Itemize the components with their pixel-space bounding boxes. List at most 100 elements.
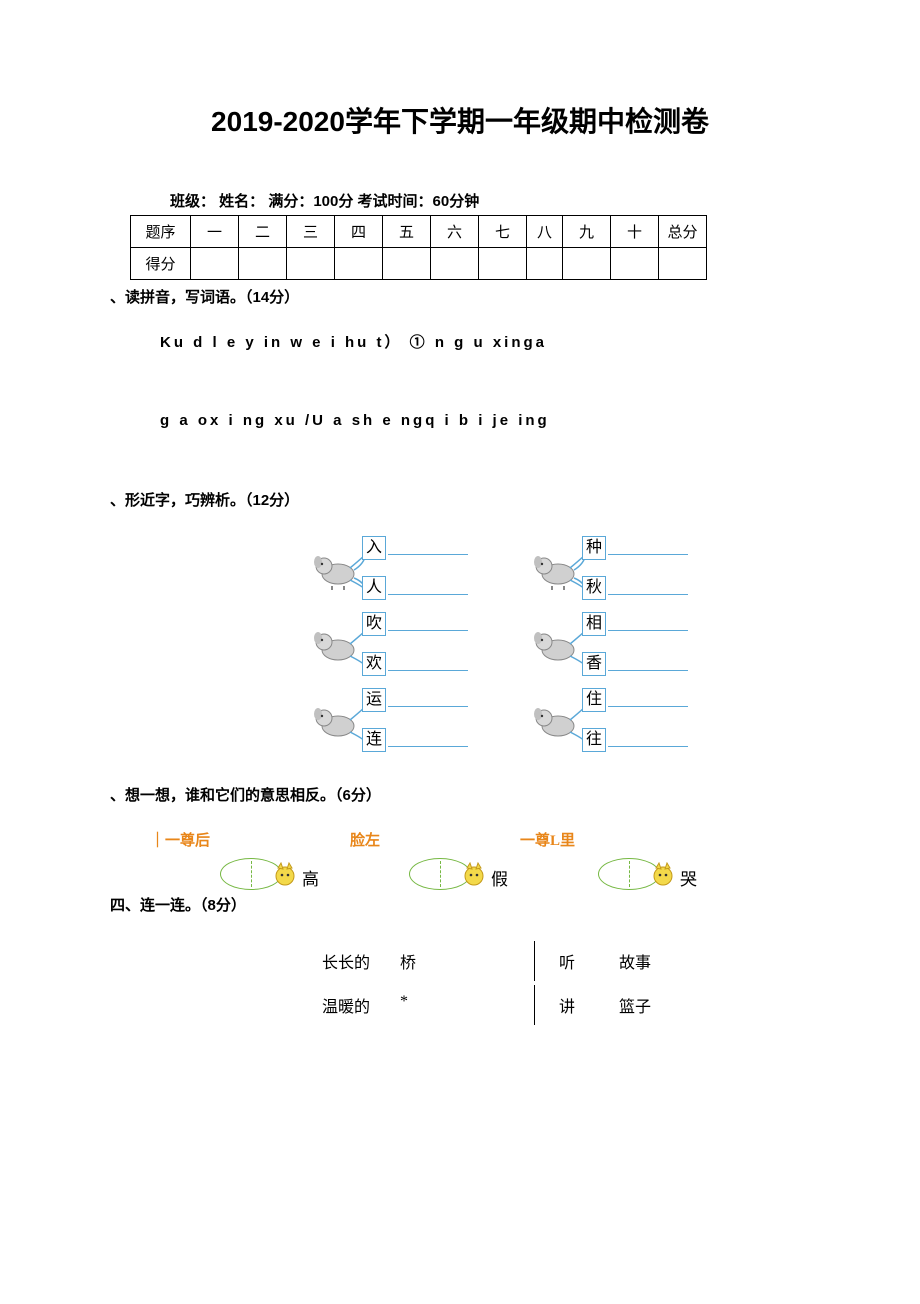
char-box: 欢	[362, 652, 386, 676]
q3-text: 一尊L里	[520, 829, 575, 850]
table-cell	[479, 248, 527, 280]
char-box: 秋	[582, 576, 606, 600]
table-cell: 十	[611, 216, 659, 248]
table-cell	[659, 248, 707, 280]
exam-title: 2019-2020学年下学期一年级期中检测卷	[110, 100, 810, 140]
table-cell: 一	[191, 216, 239, 248]
q4-word: 桥	[400, 949, 460, 973]
write-line	[388, 733, 468, 747]
q2-item: 运 连	[310, 686, 480, 754]
table-cell: 九	[563, 216, 611, 248]
q2-row: 入 人 种 秋	[310, 534, 810, 602]
table-cell: 六	[431, 216, 479, 248]
q3-blank: 高	[220, 858, 319, 890]
write-line	[388, 581, 468, 595]
table-cell: 三	[287, 216, 335, 248]
dog-icon	[310, 696, 368, 744]
q4-word: 故事	[619, 949, 699, 973]
q3-blank: 假	[409, 858, 508, 890]
q3-text: ｜一尊后	[150, 829, 210, 850]
q4-word: 长长的	[310, 949, 400, 973]
q3-blank: 哭	[598, 858, 697, 890]
table-cell: 七	[479, 216, 527, 248]
write-line	[608, 617, 688, 631]
dog-icon	[310, 544, 368, 592]
write-line	[388, 657, 468, 671]
q4-word: 篮子	[619, 993, 699, 1017]
char-box: 住	[582, 688, 606, 712]
pinyin-line-1: Ku d l e y in w e i hu t） ① n g u xinga	[160, 331, 810, 352]
write-line	[388, 541, 468, 555]
table-cell: 得分	[131, 248, 191, 280]
q4-row: 温暖的 * 讲 篮子	[310, 983, 810, 1027]
q3-char: 哭	[680, 865, 697, 890]
q4-grid: 长长的 桥 听 故事 温暖的 * 讲 篮子	[310, 939, 810, 1027]
write-line	[608, 693, 688, 707]
exam-info: 班级： 姓名： 满分：100分 考试时间：60分钟	[170, 190, 810, 211]
write-line	[608, 541, 688, 555]
table-cell	[611, 248, 659, 280]
cat-icon	[650, 862, 676, 886]
write-line	[608, 733, 688, 747]
q2-item: 入 人	[310, 534, 480, 602]
q3-char: 高	[302, 865, 319, 890]
dog-icon	[530, 620, 588, 668]
score-table: 题序 一 二 三 四 五 六 七 八 九 十 总分 得分	[130, 215, 707, 280]
q4-word: 温暖的	[310, 993, 400, 1017]
q2-row: 运 连 住 往	[310, 686, 810, 754]
table-cell: 二	[239, 216, 287, 248]
q2-item: 种 秋	[530, 534, 700, 602]
write-line	[388, 617, 468, 631]
table-score-row: 得分	[131, 248, 707, 280]
q3-text: 脸左	[350, 829, 380, 850]
table-cell	[527, 248, 563, 280]
char-box: 运	[362, 688, 386, 712]
q4-word: 听	[559, 949, 619, 973]
char-box: 人	[362, 576, 386, 600]
write-line	[608, 581, 688, 595]
q3-char: 假	[491, 865, 508, 890]
table-cell	[431, 248, 479, 280]
q2-row: 吹 欢 相 香	[310, 610, 810, 678]
table-cell: 四	[335, 216, 383, 248]
q4-word: *	[400, 993, 460, 1017]
table-cell: 题序	[131, 216, 191, 248]
cat-icon	[461, 862, 487, 886]
write-line	[608, 657, 688, 671]
table-cell: 总分	[659, 216, 707, 248]
char-box: 相	[582, 612, 606, 636]
q3-row1: ｜一尊后 脸左 一尊L里	[150, 829, 810, 850]
table-header-row: 题序 一 二 三 四 五 六 七 八 九 十 总分	[131, 216, 707, 248]
table-cell	[239, 248, 287, 280]
q2-item: 住 往	[530, 686, 700, 754]
char-box: 入	[362, 536, 386, 560]
q4-word: 讲	[559, 993, 619, 1017]
write-line	[388, 693, 468, 707]
cat-icon	[272, 862, 298, 886]
table-cell	[383, 248, 431, 280]
char-box: 连	[362, 728, 386, 752]
pinyin-line-2: g a ox i ng xu /U a sh e ngq i b i je in…	[160, 412, 810, 429]
section-q1: 、读拼音，写词语。（14分）	[110, 286, 810, 307]
q2-item: 相 香	[530, 610, 700, 678]
table-cell	[191, 248, 239, 280]
separator-line	[534, 985, 535, 1025]
q2-item: 吹 欢	[310, 610, 480, 678]
table-cell: 五	[383, 216, 431, 248]
q4-row: 长长的 桥 听 故事	[310, 939, 810, 983]
char-box: 往	[582, 728, 606, 752]
separator-line	[534, 941, 535, 981]
q3-row2: 高 假 哭	[220, 858, 810, 890]
section-q4: 四、连一连。（8分）	[110, 894, 810, 915]
dog-icon	[310, 620, 368, 668]
table-cell	[287, 248, 335, 280]
char-box: 香	[582, 652, 606, 676]
section-q2: 、形近字，巧辨析。（12分）	[110, 489, 810, 510]
char-box: 种	[582, 536, 606, 560]
dog-icon	[530, 544, 588, 592]
char-box: 吹	[362, 612, 386, 636]
section-q3: 、想一想，谁和它们的意思相反。（6分）	[110, 784, 810, 805]
q2-grid: 入 人 种 秋	[310, 534, 810, 754]
table-cell	[335, 248, 383, 280]
table-cell: 八	[527, 216, 563, 248]
